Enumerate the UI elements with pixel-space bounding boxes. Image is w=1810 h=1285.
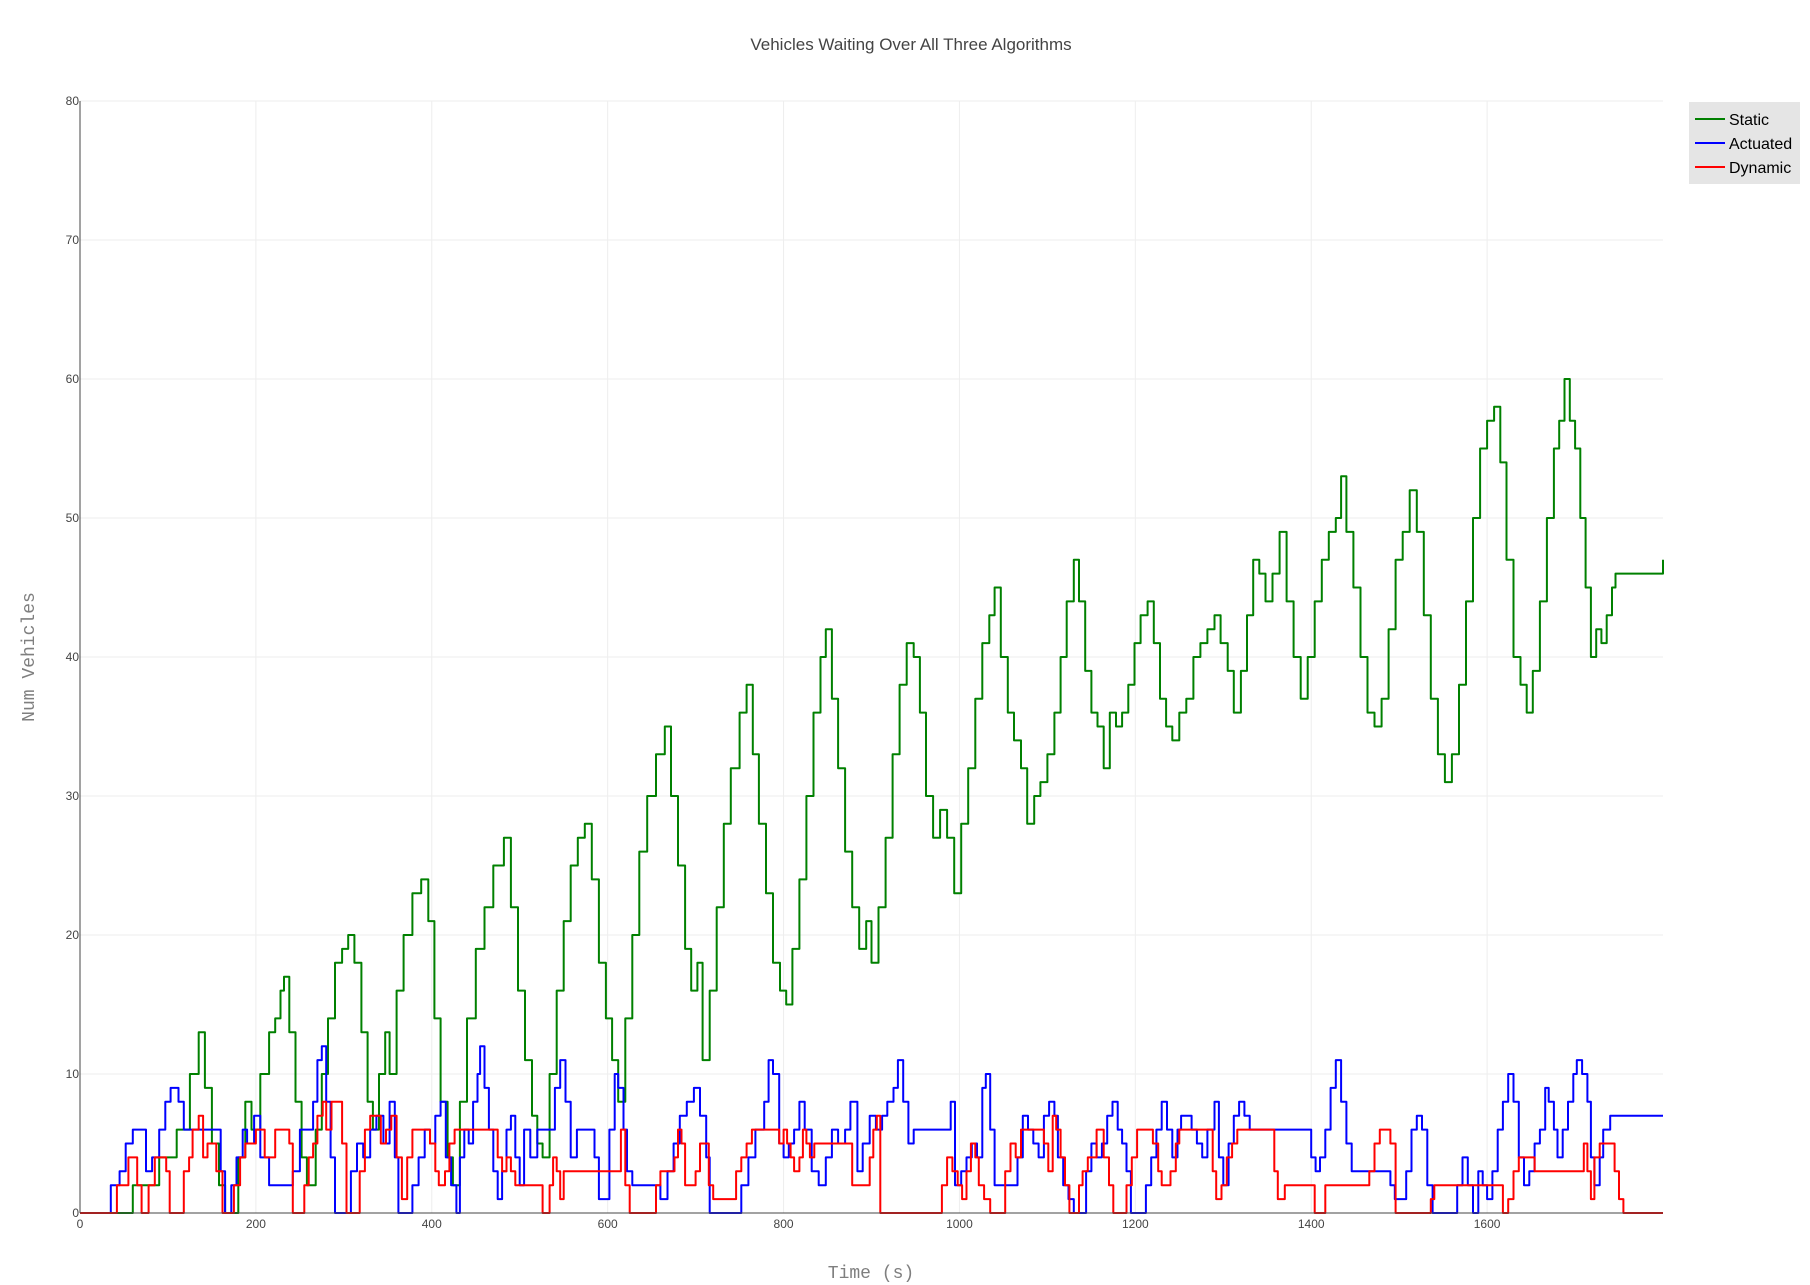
x-tick-label: 1600 — [1474, 1217, 1501, 1231]
series-line-static — [80, 378, 1664, 1214]
y-tick-label: 20 — [66, 928, 80, 942]
x-tick-label: 200 — [246, 1217, 266, 1231]
series-line-dynamic — [80, 1100, 1663, 1214]
y-tick-label: 70 — [66, 233, 80, 247]
x-axis-title: Time (s) — [828, 1264, 914, 1284]
y-tick-label: 30 — [66, 789, 80, 803]
grid — [80, 100, 1663, 1213]
x-tick-label: 600 — [598, 1217, 618, 1231]
y-tick-label: 10 — [66, 1067, 80, 1081]
x-tick-label: 400 — [422, 1217, 442, 1231]
x-tick-label: 0 — [77, 1217, 84, 1231]
y-tick-label: 0 — [72, 1206, 79, 1220]
y-tick-label: 60 — [66, 372, 80, 386]
x-tick-label: 1400 — [1298, 1217, 1325, 1231]
legend-label-dynamic: Dynamic — [1729, 160, 1791, 177]
y-tick-label: 80 — [66, 94, 80, 108]
x-tick-label: 800 — [774, 1217, 794, 1231]
x-tick-label: 1000 — [946, 1217, 973, 1231]
y-tick-label: 50 — [66, 511, 80, 525]
legend-label-static: Static — [1729, 112, 1769, 129]
y-axis-title: Num Vehicles — [20, 592, 40, 722]
legend-label-actuated: Actuated — [1729, 136, 1792, 153]
chart-title: Vehicles Waiting Over All Three Algorith… — [750, 35, 1071, 54]
axes: 0 200 400 600 800 1000 1200 1400 1600 0 10 20 30 40 50… — [66, 94, 1663, 1231]
x-tick-label: 1200 — [1122, 1217, 1149, 1231]
legend: Static Actuated Dynamic — [1689, 102, 1800, 184]
y-tick-label: 40 — [66, 650, 80, 664]
